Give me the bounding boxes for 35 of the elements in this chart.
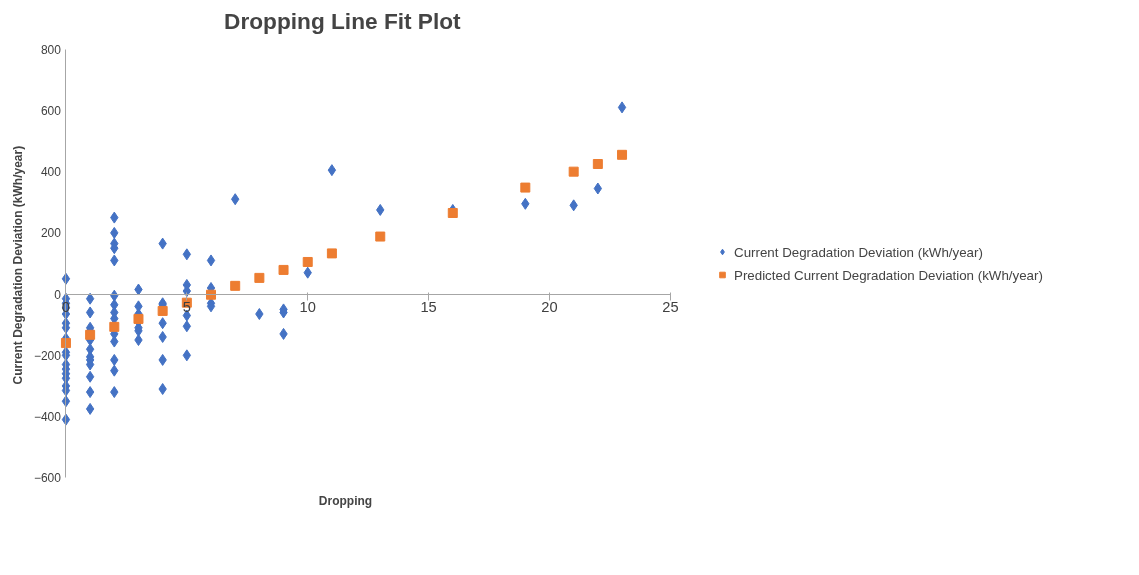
point bbox=[133, 313, 144, 324]
x-tick-label: 5 bbox=[182, 299, 191, 316]
point bbox=[375, 231, 386, 242]
point bbox=[568, 166, 579, 177]
point bbox=[157, 305, 168, 316]
point bbox=[592, 159, 603, 170]
y-axis-title: Current Degradation Deviation (kWh/year) bbox=[11, 145, 26, 385]
point bbox=[254, 272, 265, 283]
y-tick-label: −600 bbox=[33, 471, 62, 486]
point bbox=[85, 329, 96, 340]
legend-label: Predicted Current Degradation Deviation (kWh/year) bbox=[734, 267, 1043, 282]
point bbox=[520, 182, 531, 193]
point bbox=[278, 264, 289, 275]
y-tick-label: −200 bbox=[33, 348, 62, 363]
point bbox=[447, 207, 458, 218]
x-axis-title: Dropping bbox=[318, 493, 373, 508]
legend-label: Current Degradation Deviation (kWh/year) bbox=[734, 244, 983, 259]
x-tick-label: 20 bbox=[541, 299, 558, 316]
x-tick-label: 15 bbox=[420, 299, 437, 316]
x-tick-label: 25 bbox=[662, 299, 679, 316]
x-tick-label: 10 bbox=[299, 299, 316, 316]
y-tick-label: −400 bbox=[33, 410, 62, 425]
point bbox=[60, 338, 71, 349]
point bbox=[302, 256, 313, 267]
y-tick-label: 800 bbox=[40, 42, 62, 57]
point bbox=[617, 149, 628, 160]
point bbox=[109, 321, 120, 332]
y-tick-label: 0 bbox=[54, 287, 62, 302]
y-tick-label: 600 bbox=[40, 103, 62, 118]
point bbox=[326, 248, 337, 259]
point bbox=[206, 289, 217, 300]
point bbox=[230, 280, 241, 291]
y-tick-label: 200 bbox=[40, 226, 62, 241]
chart-title: Dropping Line Fit Plot bbox=[224, 7, 462, 34]
y-tick-label: 400 bbox=[40, 165, 62, 180]
